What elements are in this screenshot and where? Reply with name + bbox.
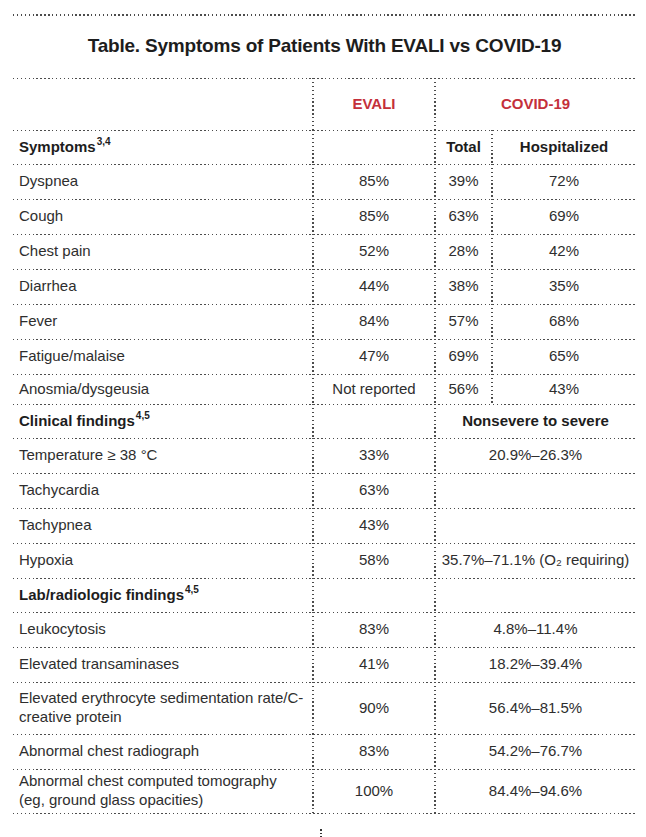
hospitalized-value: 65% bbox=[492, 339, 636, 374]
row-label: Tachypnea bbox=[13, 508, 313, 543]
row-label: Elevated erythrocyte sedimentation rate/… bbox=[13, 682, 313, 734]
total-value: 69% bbox=[435, 339, 492, 374]
evali-value: 43% bbox=[313, 508, 435, 543]
table-row: Hypoxia 58% 35.7%–71.1% (O₂ requiring) bbox=[13, 543, 636, 578]
total-value: 38% bbox=[435, 269, 492, 304]
hospitalized-value: 43% bbox=[492, 374, 636, 404]
spacer-cell bbox=[13, 78, 313, 130]
table-row: Elevated transaminases 41% 18.2%–39.4% bbox=[13, 647, 636, 682]
hospitalized-column-header: Hospitalized bbox=[492, 130, 636, 164]
page: Table. Symptoms of Patients With EVALI v… bbox=[0, 0, 646, 837]
row-label: Dyspnea bbox=[13, 164, 313, 199]
evali-value: 63% bbox=[313, 473, 435, 508]
evali-value: 85% bbox=[313, 199, 435, 234]
footnote-superscript: 3,4 bbox=[97, 136, 111, 149]
section-label: Symptoms bbox=[19, 138, 96, 157]
table-row: Fever 84% 57% 68% bbox=[13, 304, 636, 339]
row-label: Abnormal chest radiograph bbox=[13, 734, 313, 769]
table-row: Abnormal chest radiograph 83% 54.2%–76.7… bbox=[13, 734, 636, 769]
covid-value: 35.7%–71.1% (O₂ requiring) bbox=[435, 543, 636, 578]
evali-value: 90% bbox=[313, 682, 435, 734]
total-value: 39% bbox=[435, 164, 492, 199]
total-value: 57% bbox=[435, 304, 492, 339]
evali-value: 47% bbox=[313, 339, 435, 374]
covid-value: 18.2%–39.4% bbox=[435, 647, 636, 682]
spacer-cell bbox=[435, 578, 636, 612]
row-label: Cough bbox=[13, 199, 313, 234]
evali-value: 85% bbox=[313, 164, 435, 199]
row-label: Fatigue/malaise bbox=[13, 339, 313, 374]
row-label: Fever bbox=[13, 304, 313, 339]
table-row: Lab/radiologic findings4,5 bbox=[13, 578, 636, 612]
section-label: Lab/radiologic findings bbox=[19, 586, 184, 605]
covid-value: 20.9%–26.3% bbox=[435, 438, 636, 473]
row-label: Hypoxia bbox=[13, 543, 313, 578]
footnote-superscript: 4,5 bbox=[136, 410, 150, 423]
spacer-cell bbox=[313, 578, 435, 612]
evali-column-header: EVALI bbox=[313, 78, 435, 130]
evali-value: 52% bbox=[313, 234, 435, 269]
total-column-header: Total bbox=[435, 130, 492, 164]
hospitalized-value: 69% bbox=[492, 199, 636, 234]
covid-value: 4.8%–11.4% bbox=[435, 612, 636, 647]
table-row: Temperature ≥ 38 °C 33% 20.9%–26.3% bbox=[13, 438, 636, 473]
section-label: Clinical findings bbox=[19, 412, 135, 431]
row-label: Anosmia/dysgeusia bbox=[13, 374, 313, 404]
table-row: Elevated erythrocyte sedimentation rate/… bbox=[13, 682, 636, 734]
table-row: Abnormal chest computed tomography (eg, … bbox=[13, 769, 636, 813]
row-label: Leukocytosis bbox=[13, 612, 313, 647]
total-value: 56% bbox=[435, 374, 492, 404]
row-label: Chest pain bbox=[13, 234, 313, 269]
table-row: Cough 85% 63% 69% bbox=[13, 199, 636, 234]
evali-value: 41% bbox=[313, 647, 435, 682]
total-value: 28% bbox=[435, 234, 492, 269]
cropped-mark bbox=[320, 829, 322, 837]
evali-value: 83% bbox=[313, 734, 435, 769]
table-row: Chest pain 52% 28% 42% bbox=[13, 234, 636, 269]
hospitalized-value: 72% bbox=[492, 164, 636, 199]
row-label: Tachycardia bbox=[13, 473, 313, 508]
table-row: Diarrhea 44% 38% 35% bbox=[13, 269, 636, 304]
covid-value bbox=[435, 473, 636, 508]
evali-value: 58% bbox=[313, 543, 435, 578]
table-row: EVALI COVID-19 bbox=[13, 78, 636, 130]
evali-value: 83% bbox=[313, 612, 435, 647]
covid-subheader-nonsevere: Nonsevere to severe bbox=[435, 404, 636, 438]
footnote-superscript: 4,5 bbox=[185, 584, 199, 597]
covid-value: 84.4%–94.6% bbox=[435, 769, 636, 813]
row-label: Abnormal chest computed tomography (eg, … bbox=[13, 769, 313, 813]
evali-value: Not reported bbox=[313, 374, 435, 404]
evali-value: 44% bbox=[313, 269, 435, 304]
evali-value: 33% bbox=[313, 438, 435, 473]
covid-value: 56.4%–81.5% bbox=[435, 682, 636, 734]
table-row: Clinical findings4,5 Nonsevere to severe bbox=[13, 404, 636, 438]
section-header-symptoms: Symptoms3,4 bbox=[13, 130, 313, 164]
spacer-cell bbox=[313, 404, 435, 438]
row-label: Elevated transaminases bbox=[13, 647, 313, 682]
hospitalized-value: 68% bbox=[492, 304, 636, 339]
table-row: Symptoms3,4 Total Hospitalized bbox=[13, 130, 636, 164]
covid-value: 54.2%–76.7% bbox=[435, 734, 636, 769]
evali-value: 100% bbox=[313, 769, 435, 813]
title-block: Table. Symptoms of Patients With EVALI v… bbox=[13, 14, 636, 78]
covid-column-header: COVID-19 bbox=[435, 78, 636, 130]
symptoms-table: Table. Symptoms of Patients With EVALI v… bbox=[13, 14, 636, 813]
table-row: Dyspnea 85% 39% 72% bbox=[13, 164, 636, 199]
hospitalized-value: 35% bbox=[492, 269, 636, 304]
section-header-clinical-findings: Clinical findings4,5 bbox=[13, 404, 313, 438]
table-row: Tachycardia 63% bbox=[13, 473, 636, 508]
evali-value: 84% bbox=[313, 304, 435, 339]
table-row: Leukocytosis 83% 4.8%–11.4% bbox=[13, 612, 636, 647]
table-row: Tachypnea 43% bbox=[13, 508, 636, 543]
spacer-cell bbox=[313, 130, 435, 164]
total-value: 63% bbox=[435, 199, 492, 234]
row-label: Temperature ≥ 38 °C bbox=[13, 438, 313, 473]
section-header-lab-findings: Lab/radiologic findings4,5 bbox=[13, 578, 313, 612]
hospitalized-value: 42% bbox=[492, 234, 636, 269]
covid-value bbox=[435, 508, 636, 543]
table-row: Fatigue/malaise 47% 69% 65% bbox=[13, 339, 636, 374]
row-label: Diarrhea bbox=[13, 269, 313, 304]
table-row: Anosmia/dysgeusia Not reported 56% 43% bbox=[13, 374, 636, 404]
table-title: Table. Symptoms of Patients With EVALI v… bbox=[88, 35, 562, 57]
